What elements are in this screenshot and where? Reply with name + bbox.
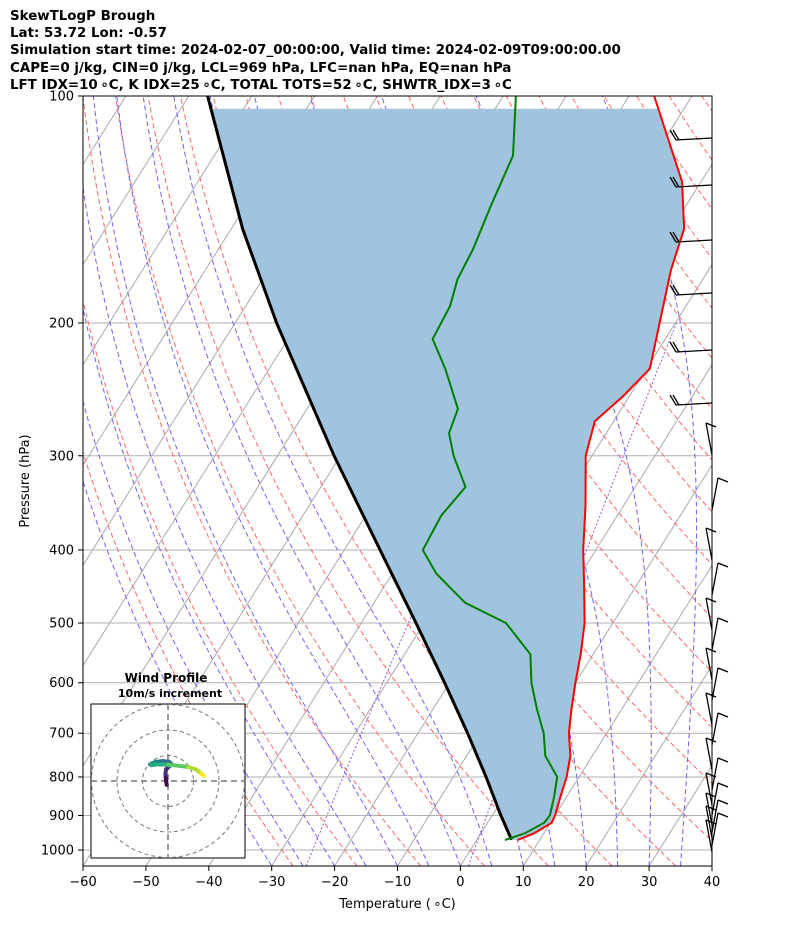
dry-adiabat xyxy=(114,96,485,866)
moist-adiabat xyxy=(83,479,273,866)
wind-barb xyxy=(705,597,717,631)
hodograph-segment xyxy=(199,771,206,778)
wind-barb xyxy=(669,231,713,243)
hodograph: Wind Profile 10m/s increment xyxy=(90,671,246,859)
wind-barb xyxy=(705,737,717,771)
y-tick-label: 500 xyxy=(49,617,74,632)
x-axis-label: Temperature ( ∘C) xyxy=(338,897,455,912)
cape-stats-line: CAPE=0 j/kg, CIN=0 j/kg, LCL=969 hPa, LF… xyxy=(10,60,512,76)
x-tick-label: −60 xyxy=(69,875,96,890)
dry-adiabat xyxy=(767,96,794,866)
y-tick-label: 700 xyxy=(49,727,74,742)
x-tick-label: −20 xyxy=(321,875,348,890)
moist-adiabat xyxy=(83,399,304,866)
wind-barb xyxy=(705,792,717,826)
dry-adiabat xyxy=(701,96,712,112)
wind-barb xyxy=(669,176,713,188)
moist-adiabat xyxy=(83,184,367,866)
isotherm-line xyxy=(83,96,315,466)
location-line: Lat: 53.72 Lon: -0.57 xyxy=(10,26,167,42)
moist-adiabat xyxy=(116,96,430,866)
moist-adiabat xyxy=(601,96,697,866)
isotherm-line xyxy=(585,664,712,866)
y-tick-label: 200 xyxy=(49,316,74,331)
wind-barb xyxy=(705,805,717,839)
y-tick-label: 300 xyxy=(49,449,74,464)
y-tick-label: 900 xyxy=(49,809,74,824)
wind-barb xyxy=(705,422,717,456)
wind-barb xyxy=(711,812,729,846)
wind-barb xyxy=(705,527,717,561)
dewpoint-line xyxy=(421,96,559,841)
wind-barb xyxy=(669,394,713,406)
wind-barb xyxy=(669,341,713,353)
wind-barb xyxy=(705,692,717,726)
dry-adiabat xyxy=(83,298,358,866)
dry-adiabat xyxy=(277,96,712,785)
y-tick-label: 100 xyxy=(49,90,74,105)
wind-barb xyxy=(705,819,717,853)
x-tick-label: 10 xyxy=(515,875,532,890)
moist-adiabat xyxy=(173,96,493,866)
dry-adiabat xyxy=(180,96,613,866)
chart-title: SkewTLogP Brough xyxy=(10,9,156,24)
wind-barb xyxy=(705,647,717,681)
temperature-line xyxy=(517,96,686,841)
hodograph-subtitle: 10m/s increment xyxy=(118,687,222,700)
wind-barb xyxy=(711,712,729,746)
x-tick-label: 40 xyxy=(704,875,721,890)
wind-barbs xyxy=(669,129,729,853)
simulation-time-line: Simulation start time: 2024-02-07_00:00:… xyxy=(10,43,621,59)
wind-barb xyxy=(711,782,729,816)
y-tick-label: 800 xyxy=(49,770,74,785)
x-tick-label: 0 xyxy=(456,875,464,890)
y-tick-label: 400 xyxy=(49,543,74,558)
moist-adiabat xyxy=(711,860,712,866)
wind-barb xyxy=(669,129,713,141)
x-tick-label: −50 xyxy=(132,875,159,890)
dry-adiabat xyxy=(734,96,794,866)
isotherm-line xyxy=(83,96,190,266)
dry-adiabat xyxy=(83,96,422,866)
parcel-profile-line xyxy=(206,96,513,841)
wind-barb xyxy=(711,667,729,701)
y-tick-label: 1000 xyxy=(41,844,74,859)
axes: −60 −50 −40 −30 −20 −10 0 10 20 30 40 1000 900 800 700… xyxy=(41,90,720,891)
cin-shaded-area xyxy=(211,108,684,840)
isotherm-line xyxy=(522,564,712,866)
index-stats-line: LFT IDX=10 ∘C, K IDX=25 ∘C, TOTAL TOTS=5… xyxy=(10,77,512,93)
wind-barb xyxy=(705,772,717,806)
moist-adiabat xyxy=(142,96,461,866)
wind-barb xyxy=(711,617,729,651)
x-tick-label: −10 xyxy=(384,875,411,890)
wind-barb xyxy=(711,477,729,511)
sounding-profiles xyxy=(206,96,686,841)
x-tick-label: −30 xyxy=(258,875,285,890)
wind-barb xyxy=(711,799,729,833)
wind-barb xyxy=(711,757,729,791)
chart-header: SkewTLogP Brough Lat: 53.72 Lon: -0.57 S… xyxy=(10,8,621,94)
x-tick-label: 20 xyxy=(578,875,595,890)
isotherm-line xyxy=(83,96,253,366)
x-tick-label: 30 xyxy=(641,875,658,890)
moist-adiabat xyxy=(92,96,398,866)
y-axis-label: Pressure (hPa) xyxy=(18,434,33,527)
mixing-ratio-line xyxy=(305,322,541,866)
hodograph-title: Wind Profile xyxy=(125,671,208,685)
dry-adiabat xyxy=(83,450,294,866)
moist-adiabat xyxy=(83,306,336,866)
x-tick-label: −40 xyxy=(195,875,222,890)
wind-barb xyxy=(711,562,729,596)
wind-barb xyxy=(669,284,713,296)
y-tick-label: 600 xyxy=(49,676,74,691)
